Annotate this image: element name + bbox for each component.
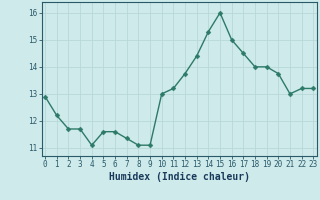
X-axis label: Humidex (Indice chaleur): Humidex (Indice chaleur) [109, 172, 250, 182]
